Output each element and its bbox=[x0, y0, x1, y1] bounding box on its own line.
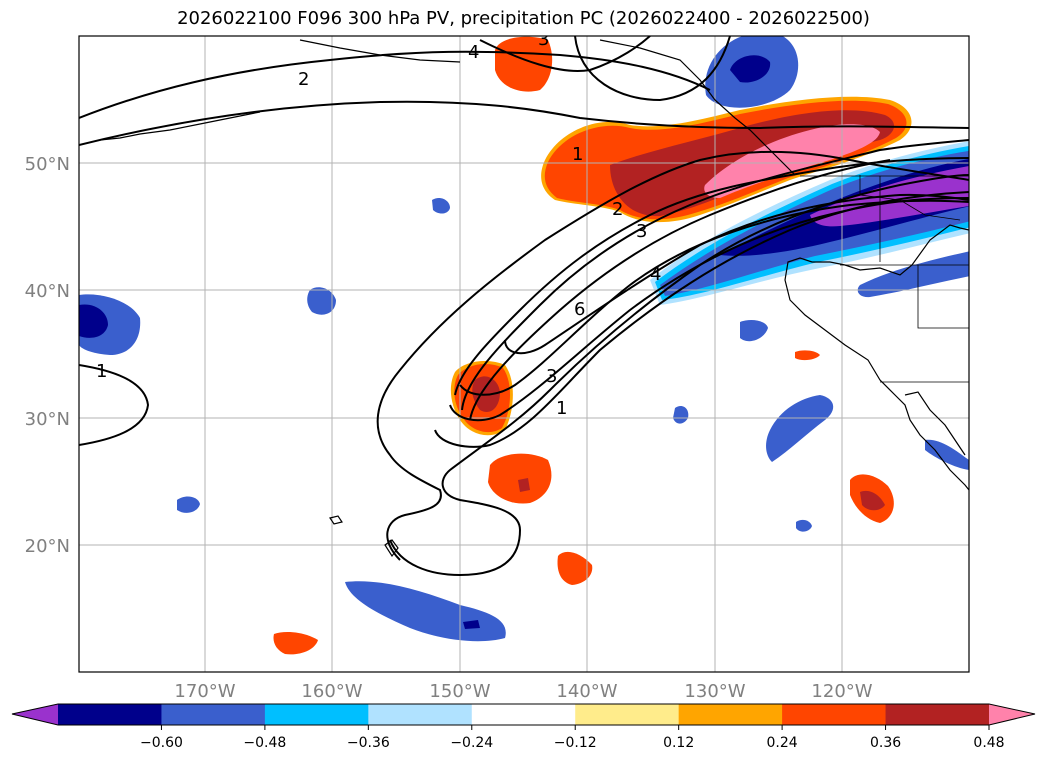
colorbar-segment bbox=[678, 704, 783, 725]
map-title: 2026022100 F096 300 hPa PV, precipitatio… bbox=[177, 8, 870, 29]
map-gridlines bbox=[79, 36, 969, 672]
lon-tick-label: 160°W bbox=[301, 681, 362, 702]
pv-contours bbox=[79, 36, 969, 577]
colorbar-segment bbox=[471, 704, 576, 725]
colorbar-tick-label: −0.60 bbox=[140, 735, 183, 751]
lon-tick-labels: 170°W 160°W 150°W 140°W 130°W 120°W bbox=[174, 681, 872, 702]
contour-label: 2 bbox=[298, 69, 309, 90]
colorbar-tick-label: −0.24 bbox=[450, 735, 493, 751]
colorbar-segment bbox=[575, 704, 680, 725]
lat-tick-label: 30°N bbox=[25, 409, 70, 430]
contour-label: 4 bbox=[468, 42, 479, 63]
colorbar-segment bbox=[885, 704, 990, 725]
contour-label: 3 bbox=[538, 29, 549, 50]
contour-label: 1 bbox=[556, 398, 567, 419]
lon-tick-label: 140°W bbox=[556, 681, 617, 702]
colorbar-tick-label: −0.12 bbox=[554, 735, 597, 751]
lon-tick-label: 150°W bbox=[429, 681, 490, 702]
colorbar-segment bbox=[58, 704, 162, 725]
colorbar-segment bbox=[782, 704, 887, 725]
colorbar-segments bbox=[58, 704, 990, 725]
contour-label: 3 bbox=[636, 221, 647, 242]
colorbar-left-extend bbox=[12, 704, 58, 725]
colorbar-tick-label: 0.24 bbox=[767, 735, 798, 751]
lat-tick-label: 40°N bbox=[25, 281, 70, 302]
contour-labels: 2 4 3 1 1 2 3 4 6 3 1 bbox=[96, 29, 661, 419]
lon-tick-label: 130°W bbox=[684, 681, 745, 702]
contour-label: 6 bbox=[574, 299, 585, 320]
colorbar-tick-labels: −0.60 −0.48 −0.36 −0.24 −0.12 0.12 0.24 0.36 0.4… bbox=[140, 725, 1005, 751]
contour-label: 1 bbox=[572, 144, 583, 165]
colorbar-segment bbox=[264, 704, 369, 725]
colorbar-segment bbox=[161, 704, 266, 725]
contour-label: 2 bbox=[612, 199, 623, 220]
positive-precip-shading bbox=[273, 36, 912, 655]
lat-tick-label: 20°N bbox=[25, 536, 70, 557]
colorbar-tick-label: −0.36 bbox=[347, 735, 390, 751]
lat-tick-labels: 50°N 40°N 30°N 20°N bbox=[25, 154, 70, 557]
colorbar-tick-label: 0.36 bbox=[870, 735, 901, 751]
lon-tick-label: 120°W bbox=[811, 681, 872, 702]
contour-label: 1 bbox=[96, 361, 107, 382]
colorbar: −0.60 −0.48 −0.36 −0.24 −0.12 0.12 0.24 0.36 0.4… bbox=[11, 703, 1036, 751]
colorbar-tick-label: 0.12 bbox=[663, 735, 694, 751]
colorbar-right-extend bbox=[989, 704, 1035, 725]
map-area: 2 4 3 1 1 2 3 4 6 3 1 bbox=[79, 29, 969, 672]
map-frame bbox=[78, 35, 970, 673]
colorbar-segment bbox=[368, 704, 473, 725]
contour-label: 4 bbox=[650, 264, 661, 285]
lat-tick-label: 50°N bbox=[25, 154, 70, 175]
colorbar-tick-label: −0.48 bbox=[243, 735, 286, 751]
lon-tick-label: 170°W bbox=[174, 681, 235, 702]
negative-precip-shading bbox=[79, 36, 969, 642]
contour-label: 3 bbox=[546, 366, 557, 387]
colorbar-tick-label: 0.48 bbox=[973, 735, 1004, 751]
